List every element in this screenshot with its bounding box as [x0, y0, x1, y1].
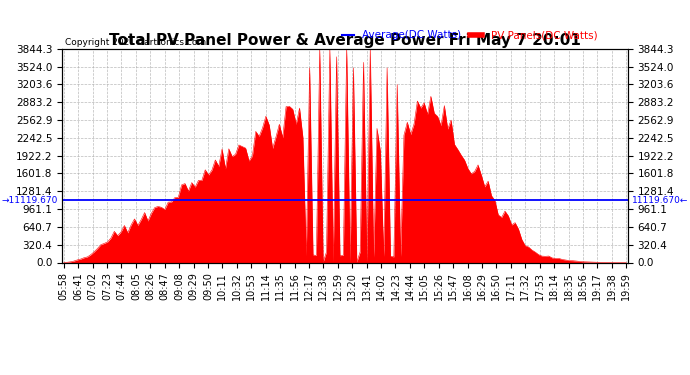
Text: Copyright 2021 Cartronics.com: Copyright 2021 Cartronics.com [65, 38, 206, 46]
Title: Total PV Panel Power & Average Power Fri May 7 20:01: Total PV Panel Power & Average Power Fri… [109, 33, 581, 48]
Legend: Average(DC Watts), PV Panels(DC Watts): Average(DC Watts), PV Panels(DC Watts) [337, 26, 602, 45]
Text: →11119.670: →11119.670 [1, 196, 58, 205]
Text: 11119.670←: 11119.670← [632, 196, 689, 205]
